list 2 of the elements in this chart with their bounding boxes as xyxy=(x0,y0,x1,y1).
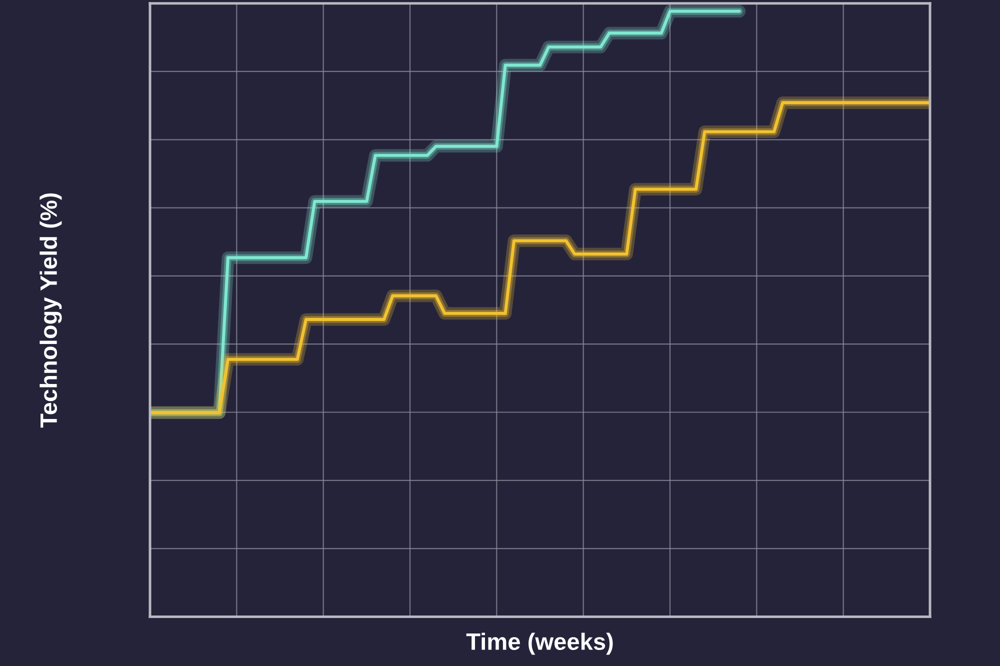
x-axis-title: Time (weeks) xyxy=(466,632,613,655)
y-axis-title: Technology Yield (%) xyxy=(40,193,62,428)
